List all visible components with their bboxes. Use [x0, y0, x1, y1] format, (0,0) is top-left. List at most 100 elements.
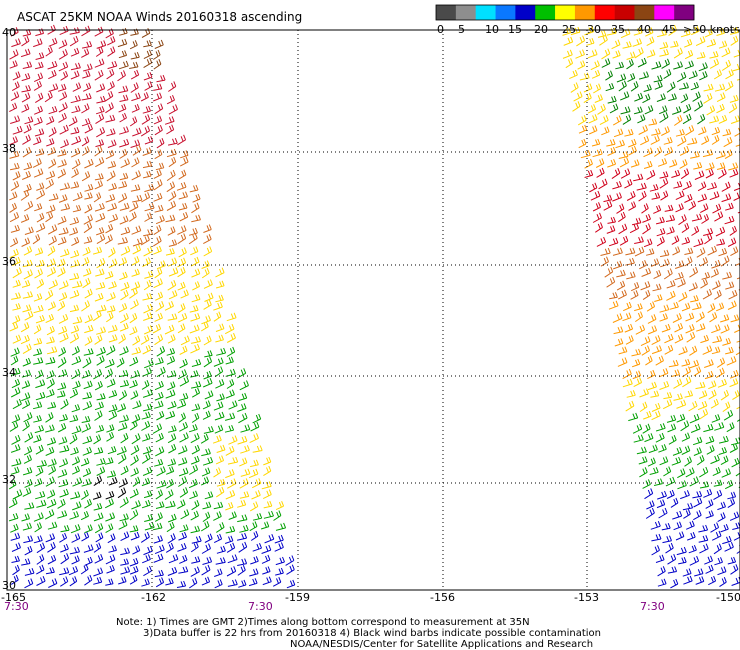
- wind-barb: [20, 189, 30, 201]
- wind-barb: [724, 149, 733, 160]
- wind-barb: [60, 70, 69, 81]
- wind-barb: [224, 535, 234, 544]
- wind-barb: [70, 250, 80, 259]
- wind-barb: [201, 315, 211, 325]
- wind-barb: [683, 575, 693, 585]
- wind-barb: [34, 128, 45, 137]
- wind-barb: [686, 331, 696, 343]
- wind-barb: [709, 191, 720, 201]
- wind-barb: [80, 564, 89, 575]
- wind-barb: [94, 69, 104, 81]
- wind-barb: [249, 433, 259, 444]
- wind-barb: [9, 212, 20, 223]
- wind-barb: [606, 225, 616, 234]
- wind-barb: [9, 150, 20, 159]
- wind-barb: [735, 466, 740, 477]
- wind-barb: [239, 524, 249, 533]
- wind-barb: [96, 227, 105, 236]
- legend-swatch-4: [515, 5, 536, 20]
- wind-barb: [20, 322, 30, 333]
- wind-barb: [131, 256, 140, 266]
- wind-barb: [200, 433, 209, 444]
- wind-barb: [215, 267, 225, 278]
- wind-barb: [595, 158, 605, 168]
- wind-barb: [129, 356, 139, 367]
- wind-barb: [646, 169, 656, 181]
- wind-barb: [84, 123, 93, 134]
- wind-barb: [191, 381, 202, 389]
- wind-barb: [687, 137, 698, 145]
- wind-barb: [600, 247, 611, 256]
- wind-barb: [24, 226, 34, 235]
- wind-barb: [129, 565, 139, 575]
- wind-barb: [177, 303, 186, 314]
- wind-barb: [155, 291, 164, 301]
- wind-barb: [81, 93, 92, 101]
- wind-barb: [57, 258, 66, 267]
- wind-barb: [722, 535, 732, 545]
- wind-barb: [166, 466, 175, 475]
- wind-barb: [226, 379, 235, 389]
- wind-barb: [165, 500, 176, 509]
- wind-barb: [165, 410, 176, 420]
- wind-barb: [94, 26, 104, 37]
- wind-barb: [664, 146, 674, 156]
- wind-barb: [237, 403, 247, 412]
- wind-barb: [717, 378, 727, 388]
- wind-barb: [668, 25, 677, 36]
- wind-barb: [641, 345, 650, 356]
- wind-barb: [70, 95, 81, 104]
- wind-barb: [213, 467, 222, 478]
- wind-barb: [699, 71, 708, 81]
- wind-barb: [69, 511, 79, 520]
- wind-barb: [709, 115, 720, 124]
- wind-barb: [698, 535, 709, 543]
- wind-barb: [118, 576, 127, 585]
- wind-barb: [36, 564, 45, 575]
- wind-barb: [119, 202, 130, 211]
- wind-barb: [155, 357, 164, 365]
- wind-barb: [104, 498, 114, 509]
- wind-barb: [84, 192, 93, 200]
- wind-barb: [58, 347, 67, 357]
- wind-barb: [684, 247, 694, 255]
- wind-barb: [132, 476, 141, 487]
- wind-barb: [616, 269, 626, 278]
- wind-barb: [22, 399, 31, 410]
- wind-barb: [693, 510, 702, 521]
- wind-barb: [672, 106, 682, 115]
- wind-barb: [589, 182, 598, 193]
- wind-barb: [21, 558, 31, 566]
- wind-barb: [696, 323, 706, 332]
- wind-barb: [168, 554, 179, 564]
- wind-barb: [736, 335, 740, 343]
- wind-barb: [728, 162, 739, 171]
- wind-barb: [167, 400, 177, 410]
- lat-label-30: 30: [2, 579, 16, 592]
- wind-barb: [224, 412, 236, 421]
- wind-barb: [202, 410, 211, 420]
- wind-barb: [129, 488, 139, 499]
- legend-swatch-7: [574, 5, 596, 20]
- wind-barb: [130, 467, 139, 477]
- wind-barb: [640, 336, 651, 347]
- wind-barb: [142, 433, 151, 442]
- wind-barb: [142, 257, 151, 268]
- wind-barb: [45, 170, 56, 180]
- wind-barb: [733, 191, 740, 201]
- wind-barb: [72, 380, 81, 390]
- wind-barb: [120, 245, 131, 256]
- wind-barb: [71, 425, 82, 435]
- wind-barb: [562, 49, 573, 59]
- wind-barb: [653, 270, 662, 280]
- wind-barb: [69, 289, 80, 299]
- wind-barb: [701, 214, 709, 224]
- wind-barb: [118, 192, 128, 203]
- wind-barb: [718, 114, 728, 124]
- wind-barb: [215, 323, 225, 332]
- wind-barb: [9, 191, 18, 201]
- wind-barb: [643, 147, 653, 158]
- wind-barb: [178, 531, 187, 541]
- wind-barb: [57, 215, 67, 225]
- wind-barb: [575, 49, 585, 59]
